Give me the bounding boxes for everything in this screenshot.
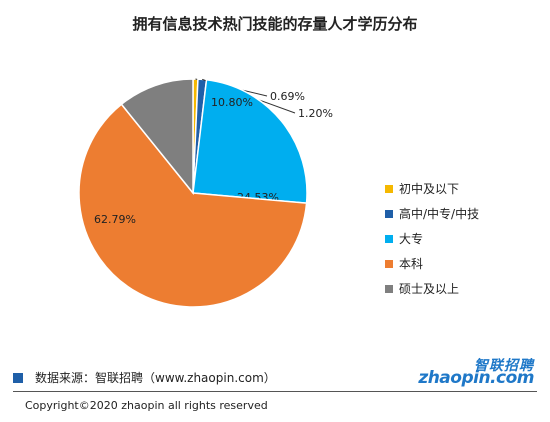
copyright-text: Copyright©2020 zhaopin all rights reserv… xyxy=(25,399,268,412)
data-label-1: 1.20% xyxy=(298,107,333,120)
legend-swatch-4 xyxy=(385,284,393,293)
legend-label-1: 高中/中专/中技 xyxy=(399,207,480,221)
logo-en-text: zhaopin.com xyxy=(418,368,534,388)
data-label-3: 62.79% xyxy=(94,213,136,226)
pie-slice-3 xyxy=(78,103,308,308)
chart-legend: 初中及以下高中/中专/中技 大专本科硕士及以上 xyxy=(385,176,479,301)
legend-swatch-3 xyxy=(385,259,393,268)
legend-item-2: 大专 xyxy=(385,226,479,251)
legend-item-4: 硕士及以上 xyxy=(385,276,479,301)
legend-label-0: 初中及以下 xyxy=(399,182,460,196)
legend-label-4: 硕士及以上 xyxy=(399,282,460,296)
legend-item-0: 初中及以下 xyxy=(385,176,479,201)
legend-item-3: 本科 xyxy=(385,251,479,276)
footer-divider xyxy=(13,391,537,392)
logo-cn-text: 智联招聘 xyxy=(474,358,534,374)
source-square-icon xyxy=(13,372,23,383)
pie-slice-4 xyxy=(120,78,194,196)
data-source: 数据来源：智联招聘（www.zhaopin.com） xyxy=(13,369,276,386)
data-label-4: 10.80% xyxy=(211,96,253,109)
legend-label-3: 本科 xyxy=(399,257,424,271)
pie-chart: 0.69%1.20%24.53%62.79%10.80% xyxy=(78,78,333,308)
chart-title: 拥有信息技术热门技能的存量人才学历分布 xyxy=(132,15,418,33)
legend-swatch-1 xyxy=(385,209,393,218)
source-text: 数据来源：智联招聘（www.zhaopin.com） xyxy=(35,371,276,385)
zhaopin-logo: 智联招聘 zhaopin.com xyxy=(418,356,536,388)
legend-swatch-0 xyxy=(385,184,393,193)
legend-item-1: 高中/中专/中技 xyxy=(385,201,479,226)
legend-label-2: 大专 xyxy=(399,232,424,246)
data-label-0: 0.69% xyxy=(270,90,305,103)
pie-slice-2 xyxy=(192,78,308,204)
legend-swatch-2 xyxy=(385,234,393,243)
